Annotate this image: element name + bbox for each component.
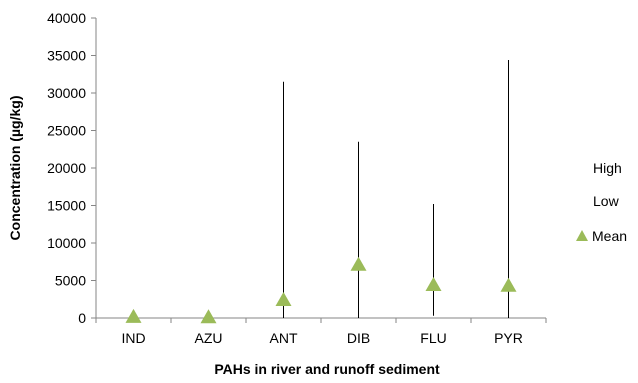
x-tick-label: ANT [270, 330, 298, 346]
x-tick-label: IND [121, 330, 145, 346]
x-axis-label: PAHs in river and runoff sediment [214, 361, 440, 377]
y-ticks: 0 5000 10000 15000 20000 25000 30000 35000 40000 [47, 10, 96, 326]
y-tick-label: 15000 [47, 198, 86, 214]
y-tick-label: 5000 [55, 273, 86, 289]
mean-marker [275, 292, 292, 306]
y-tick-label: 0 [78, 310, 86, 326]
x-tick-label: AZU [195, 330, 223, 346]
y-axis-label: Concentration (µg/kg) [7, 96, 23, 241]
x-tick-label: FLU [420, 330, 446, 346]
mean-marker [200, 309, 217, 324]
y-tick-label: 35000 [47, 48, 86, 64]
legend-mean-marker [576, 230, 588, 241]
legend-entry-high: High [593, 160, 622, 176]
legend-entry-low: Low [593, 193, 620, 209]
mean-marker [125, 308, 142, 323]
y-tick-label: 25000 [47, 123, 86, 139]
y-tick-label: 40000 [47, 10, 86, 26]
x-tick-label: PYR [494, 330, 523, 346]
x-ticks: IND AZU ANT DIB FLU PYR [95, 318, 547, 346]
mean-marker [350, 256, 367, 271]
y-tick-label: 30000 [47, 85, 86, 101]
legend: High Low Mean [576, 160, 627, 244]
y-tick-label: 20000 [47, 160, 86, 176]
mean-markers [125, 256, 517, 324]
mean-marker [500, 277, 517, 292]
y-tick-label: 10000 [47, 235, 86, 251]
mean-marker [425, 277, 442, 291]
legend-entry-mean: Mean [592, 228, 627, 244]
high-low-lines [283, 60, 509, 318]
x-tick-label: DIB [347, 330, 370, 346]
